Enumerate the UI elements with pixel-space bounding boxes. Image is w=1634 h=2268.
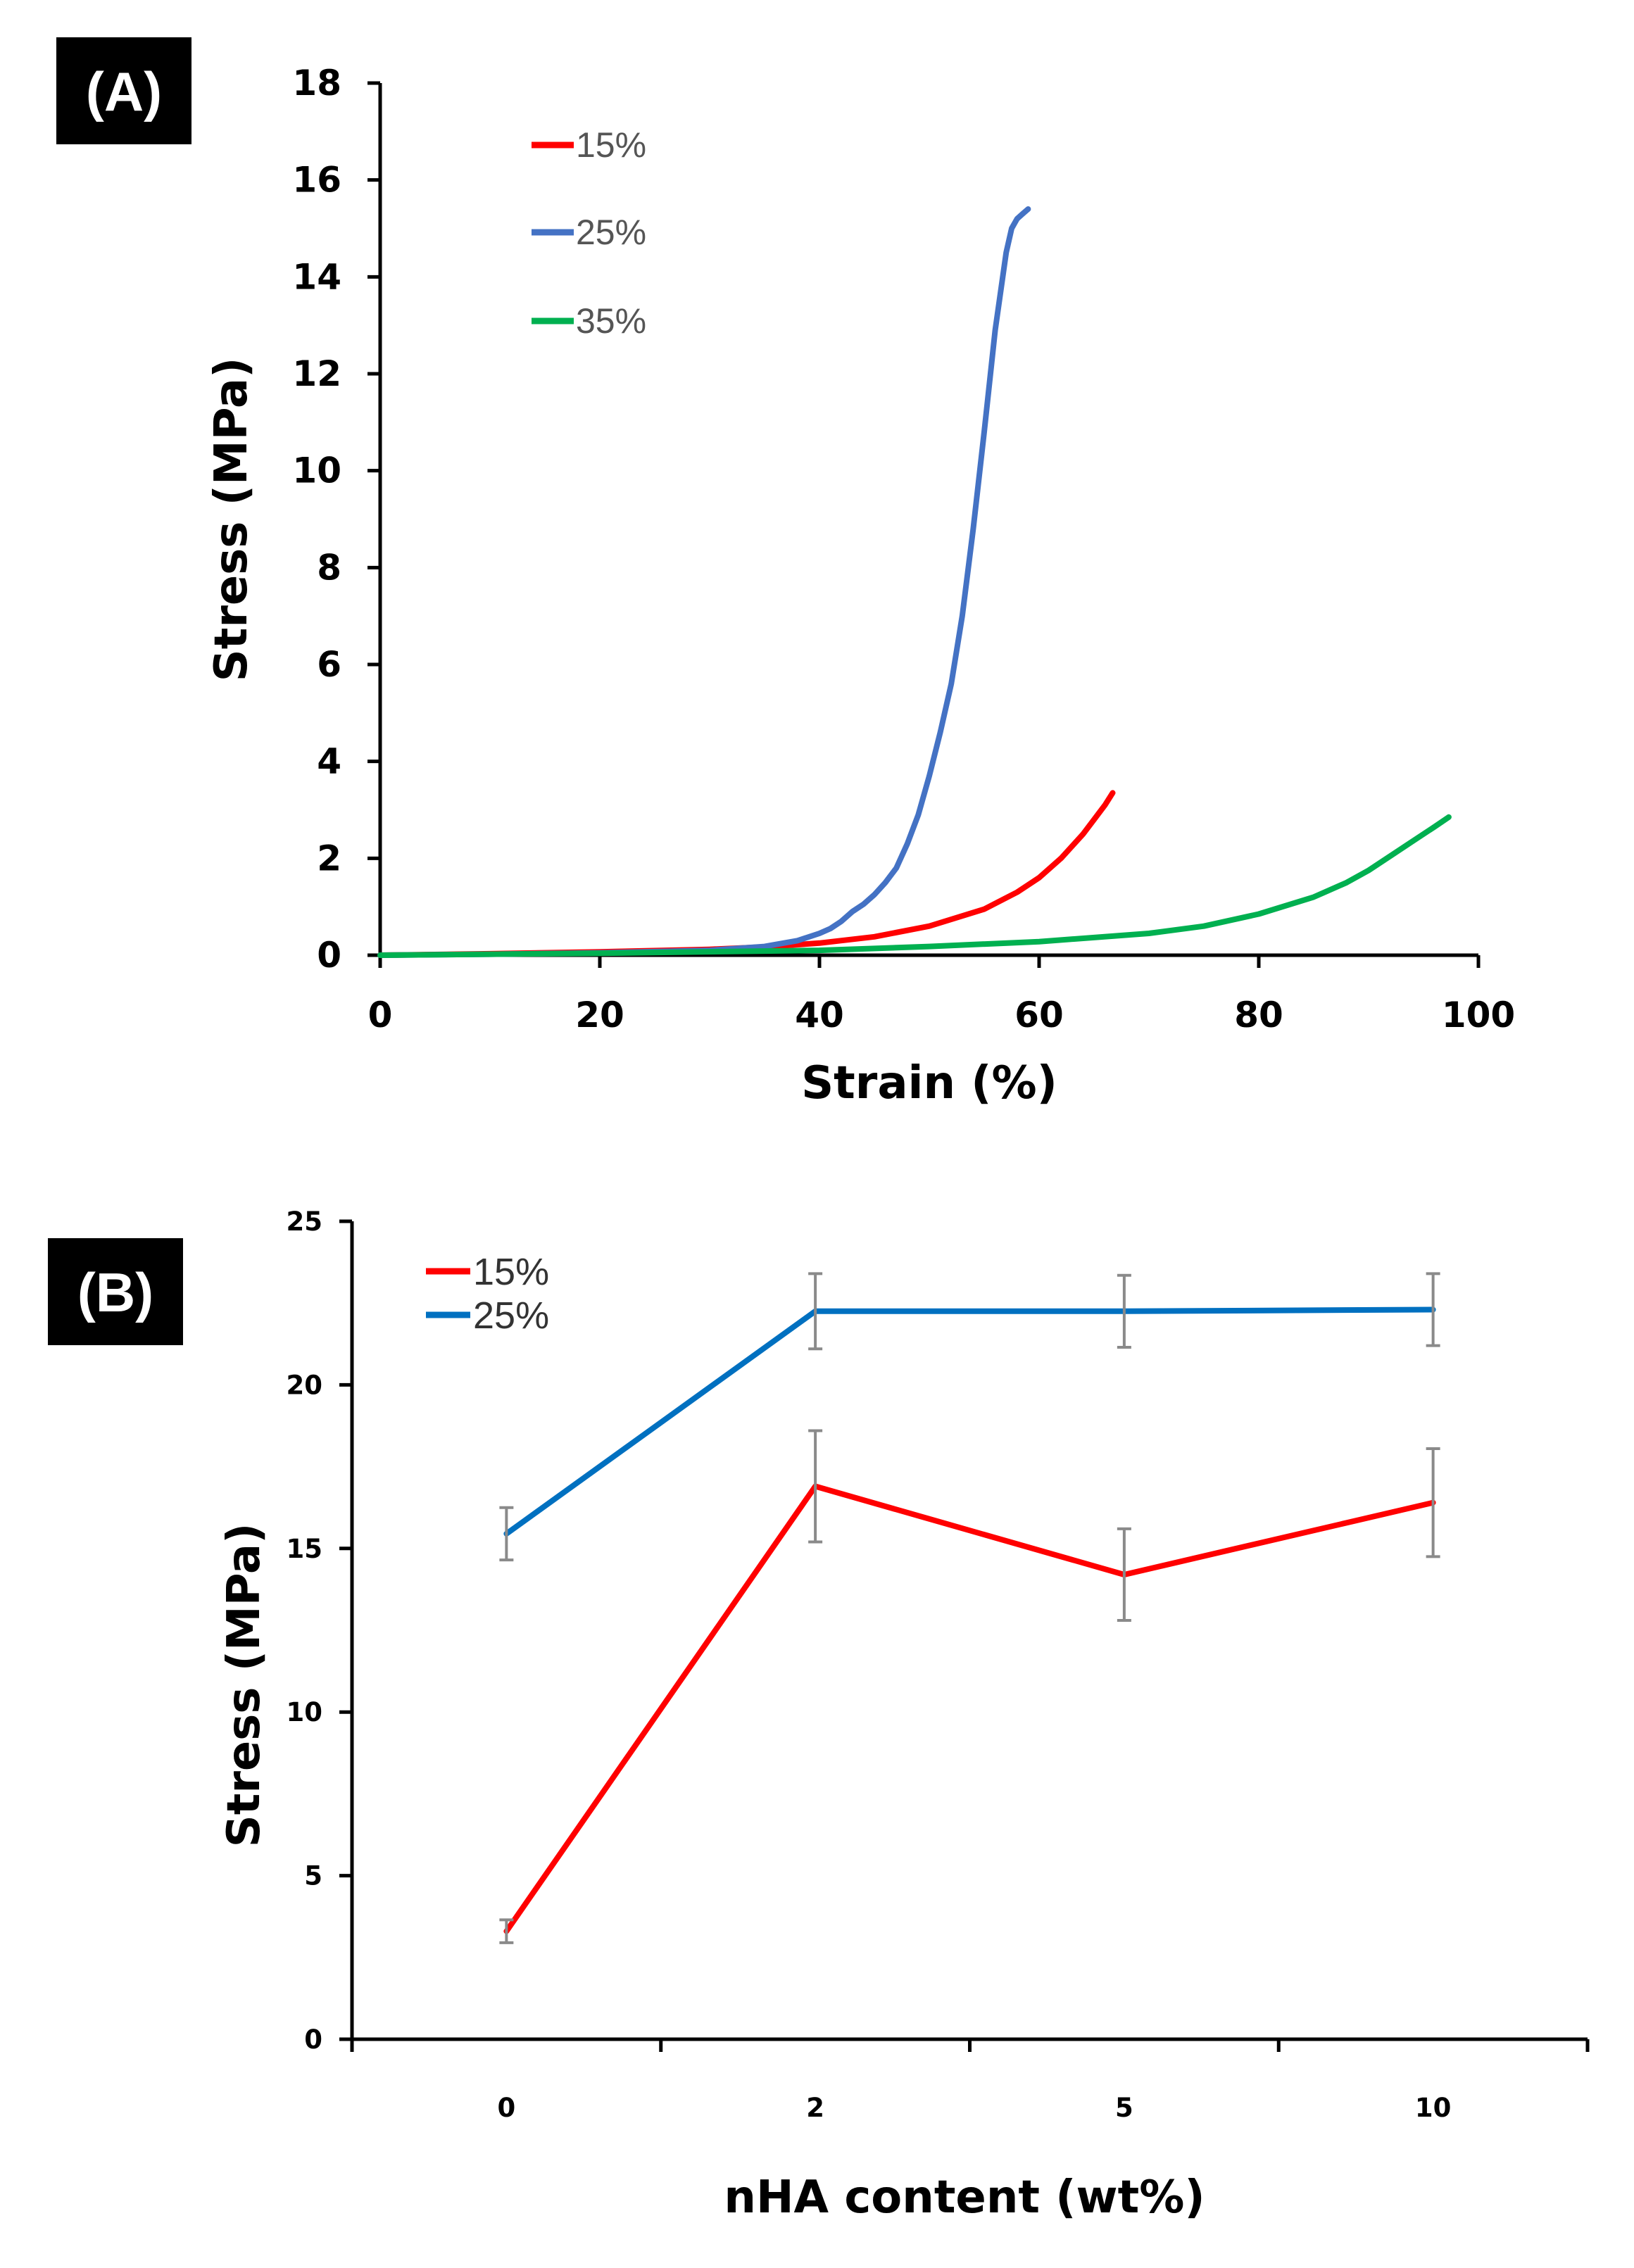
panel-a-label: (A)	[86, 61, 162, 122]
panel-a-y-tick-label: 6	[317, 644, 341, 685]
panel-a-y-tick-label: 14	[292, 256, 341, 297]
panel-b-y-tick-label: 0	[304, 2024, 322, 2055]
panel-b-legend: 15%25%	[426, 1251, 549, 1337]
panel-a-label-box	[56, 37, 191, 144]
panel-a-y-tick-label: 10	[292, 451, 341, 491]
panel-b-y-tick-label: 10	[287, 1697, 323, 1727]
panel-a-series	[377, 206, 1452, 958]
panel-a-y-tick-label: 2	[317, 838, 341, 878]
panel-b-y-tick-label: 25	[287, 1207, 323, 1237]
panel-a-y-axis-title: Stress (MPa)	[206, 358, 258, 682]
panel-b-y-tick-label: 20	[287, 1370, 323, 1400]
panel-b-legend-label: 25%	[473, 1294, 549, 1337]
panel-a-series-25-line	[377, 206, 1031, 958]
panel-a-series-35-line	[377, 814, 1452, 958]
panel-b-series-15-line	[503, 1483, 1436, 1934]
panel-a-legend-label: 35%	[576, 301, 646, 341]
panel-a-legend-label: 25%	[576, 213, 646, 252]
panel-b-label: (B)	[77, 1261, 153, 1323]
panel-a-x-axis-title: Strain (%)	[801, 1057, 1057, 1109]
panel-a-axes: 0 2 4 6 8 10 12 14 16 18 0 20 40 60 80 100	[292, 63, 1515, 1035]
panel-b-series-25-line	[503, 1306, 1436, 1537]
panel-a-series-15-line	[377, 790, 1116, 958]
panel-a-y-tick-label: 4	[317, 741, 341, 782]
panel-b-x-tick-label: 5	[1115, 2093, 1133, 2123]
panel-a-y-tick-label: 0	[317, 935, 341, 976]
panel-a-y-tick-label: 16	[292, 160, 341, 201]
panel-b-x-tick-label: 10	[1415, 2093, 1452, 2123]
panel-b-series	[499, 1272, 1440, 1944]
panel-b-x-axis-title: nHA content (wt%)	[724, 2172, 1205, 2224]
panel-b-legend-label: 15%	[473, 1251, 549, 1293]
panel-a-x-tick-label: 60	[1014, 995, 1064, 1035]
panel-a-y-tick-label: 18	[292, 63, 341, 103]
panel-a-y-tick-label: 8	[317, 547, 341, 588]
panel-a-x-tick-label: 40	[795, 995, 844, 1035]
panel-b-y-tick-label: 5	[304, 1861, 322, 1891]
panel-b-x-tick-label: 0	[498, 2093, 516, 2123]
panel-a-chart: (A) 0 2 4 6 8 10 12 14 16 18 0 20 40 60 80 100 15% 25% 35…	[56, 37, 1515, 1109]
panel-a-legend-label: 15%	[576, 125, 646, 165]
panel-a-legend: 15% 25% 35%	[532, 125, 646, 341]
panel-a-x-tick-label: 80	[1234, 995, 1283, 1035]
panel-a-x-tick-label: 0	[368, 995, 393, 1035]
panel-b-y-axis-title: Stress (MPa)	[218, 1523, 270, 1848]
panel-a-y-tick-label: 12	[292, 353, 341, 394]
panel-b-label-box	[48, 1238, 183, 1345]
panel-b-x-tick-label: 2	[806, 2093, 824, 2123]
panel-b-y-tick-label: 15	[287, 1534, 323, 1564]
panel-a-x-tick-label: 20	[575, 995, 624, 1035]
panel-a-x-tick-label: 100	[1442, 995, 1515, 1035]
